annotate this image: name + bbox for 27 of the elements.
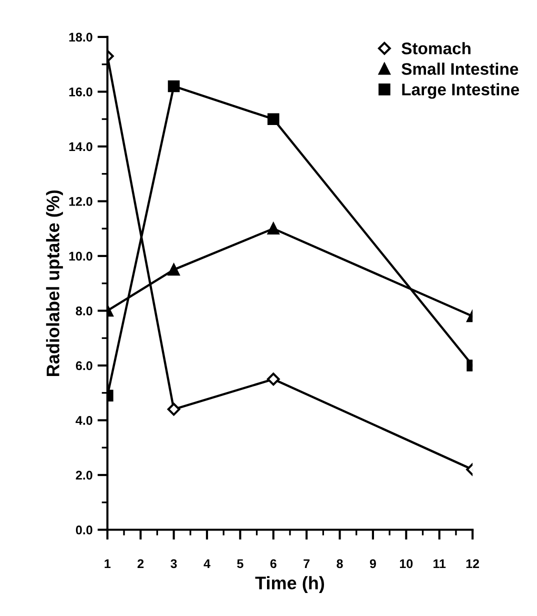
y-axis-title: Radiolabel uptake (%) xyxy=(46,190,63,376)
legend-label: Stomach xyxy=(402,42,470,54)
x-tick-label: 9 xyxy=(370,559,376,568)
legend-label: Small Intestine xyxy=(402,62,518,75)
x-tick-label: 1 xyxy=(104,559,111,568)
y-tick-label: 14.0 xyxy=(69,142,92,152)
y-tick-label: 6.0 xyxy=(76,361,92,370)
y-tick-label: 18.0 xyxy=(69,32,92,42)
x-tick-label: 4 xyxy=(204,559,210,568)
y-tick-label: 4.0 xyxy=(76,416,92,425)
y-tick-label: 0.0 xyxy=(76,526,92,534)
y-tick-label: 2.0 xyxy=(76,470,92,480)
x-tick-label: 7 xyxy=(304,559,310,568)
x-tick-label: 12 xyxy=(466,559,480,568)
y-tick-label: 12.0 xyxy=(69,197,92,206)
x-tick-label: 2 xyxy=(138,559,144,568)
x-tick-label: 6 xyxy=(270,559,276,568)
y-tick-label: 10.0 xyxy=(69,252,92,261)
x-tick-label: 3 xyxy=(170,559,177,568)
x-axis-title: Time (h) xyxy=(255,576,324,593)
y-tick-label: 8.0 xyxy=(76,306,92,316)
y-tick-label: 16.0 xyxy=(69,88,92,96)
x-tick-label: 11 xyxy=(434,559,446,568)
legend-label: Large Intestine xyxy=(402,83,520,99)
x-tick-label: 8 xyxy=(336,559,343,568)
x-tick-label: 5 xyxy=(237,559,244,568)
x-tick-label: 10 xyxy=(400,559,413,568)
